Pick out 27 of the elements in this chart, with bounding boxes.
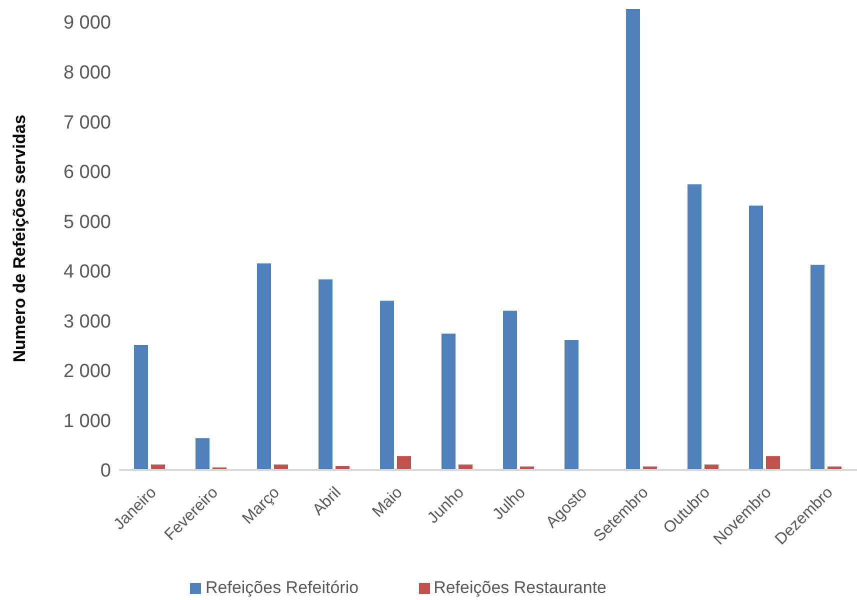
bar bbox=[134, 345, 148, 470]
bar bbox=[810, 264, 824, 470]
y-tick-label: 9 000 bbox=[63, 12, 111, 34]
bar bbox=[749, 206, 763, 470]
y-axis-title: Numero de Refeições servidas bbox=[10, 114, 30, 362]
bar bbox=[196, 438, 210, 470]
y-tick-label: 3 000 bbox=[63, 311, 111, 332]
y-tick-label: 7 000 bbox=[63, 112, 111, 134]
y-tick-label: 2 000 bbox=[63, 361, 111, 382]
legend-label: Refeições Refeitório bbox=[205, 578, 359, 597]
bar bbox=[318, 279, 332, 470]
bar bbox=[503, 310, 517, 470]
bar bbox=[688, 184, 702, 470]
bar bbox=[442, 334, 456, 470]
y-tick-label: 1 000 bbox=[63, 410, 111, 432]
y-tick-label: 0 bbox=[100, 460, 111, 482]
y-tick-label: 6 000 bbox=[63, 162, 111, 184]
bar bbox=[397, 456, 411, 470]
y-tick-label: 5 000 bbox=[63, 212, 111, 233]
bar bbox=[257, 263, 271, 470]
bar bbox=[380, 300, 394, 470]
bar bbox=[626, 8, 640, 470]
y-tick-label: 8 000 bbox=[63, 62, 111, 84]
legend-label: Refeições Restaurante bbox=[434, 578, 606, 597]
bar bbox=[564, 340, 578, 470]
bar bbox=[766, 456, 780, 470]
y-tick-label: 4 000 bbox=[63, 262, 111, 283]
